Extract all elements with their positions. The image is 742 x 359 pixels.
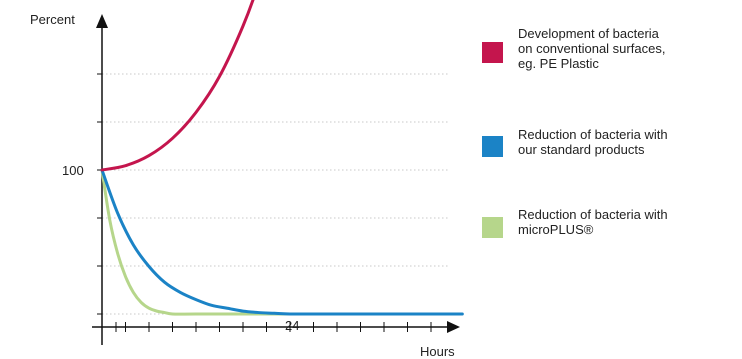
- series-line-pe-plastic: [100, 0, 255, 172]
- legend-item-pe-plastic: Development of bacteria on conventional …: [482, 26, 728, 71]
- legend-item-microplus: Reduction of bacteria with microPLUS®: [482, 207, 728, 238]
- legend-label: Development of bacteria on conventional …: [518, 26, 728, 71]
- grid-lines: [102, 73, 448, 315]
- legend-line: Development of bacteria: [518, 26, 659, 41]
- legend-line: on conventional surfaces,: [518, 41, 666, 56]
- x-tick-label-24: 24: [285, 318, 299, 333]
- legend-line: eg. PE Plastic: [518, 56, 599, 71]
- y-axis-label: Percent: [30, 12, 75, 27]
- series-lines: [100, 0, 464, 316]
- legend-swatch: [482, 217, 503, 238]
- legend-item-standard-products: Reduction of bacteria with our standard …: [482, 127, 728, 157]
- legend: Development of bacteria on conventional …: [482, 0, 742, 359]
- legend-label: Reduction of bacteria with our standard …: [518, 127, 728, 157]
- legend-label: Reduction of bacteria with microPLUS®: [518, 207, 728, 237]
- y-axis-arrow: [96, 14, 108, 28]
- series-line-standard-products: [100, 168, 464, 316]
- legend-line: microPLUS®: [518, 222, 594, 237]
- bacteria-chart: Percent Hours 100 24: [30, 0, 464, 359]
- y-tick-label-100: 100: [62, 163, 84, 178]
- series-line-microplus: [100, 168, 292, 316]
- axes: [92, 14, 460, 345]
- x-axis-label: Hours: [420, 344, 455, 359]
- legend-line: Reduction of bacteria with: [518, 207, 668, 222]
- legend-swatch: [482, 42, 503, 63]
- x-axis-arrow: [447, 321, 460, 333]
- legend-line: our standard products: [518, 142, 645, 157]
- legend-line: Reduction of bacteria with: [518, 127, 668, 142]
- legend-swatch: [482, 136, 503, 157]
